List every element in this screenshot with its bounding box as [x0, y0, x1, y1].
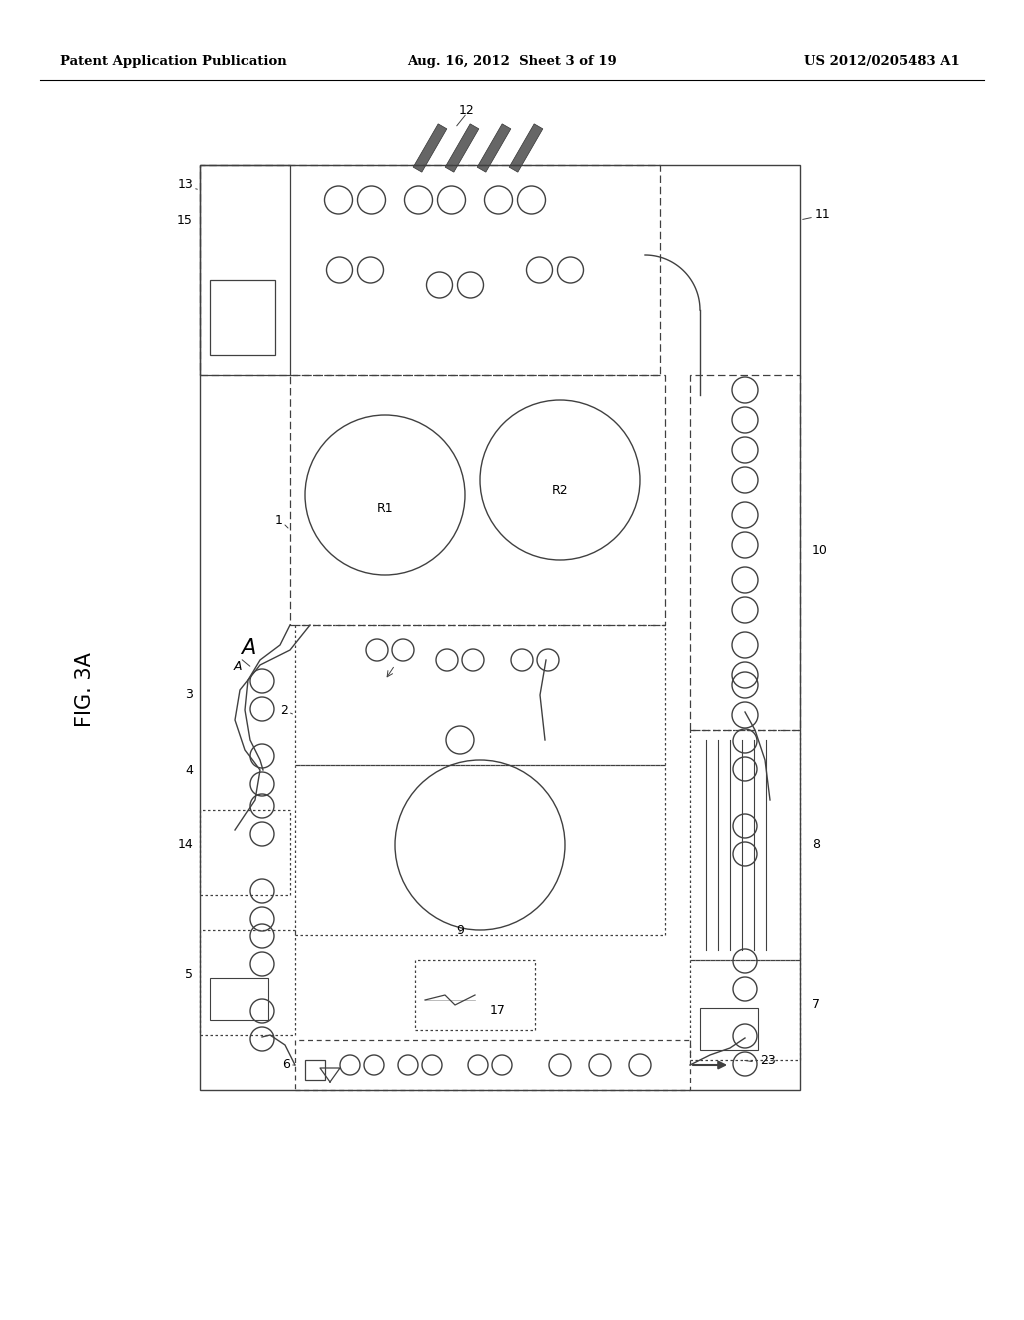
Text: R2: R2	[552, 483, 568, 496]
Bar	[210, 280, 275, 355]
Bar	[295, 1040, 690, 1090]
Bar	[200, 810, 290, 895]
Polygon shape	[413, 124, 446, 172]
Polygon shape	[445, 124, 479, 172]
Bar	[295, 624, 665, 766]
Bar	[200, 165, 800, 1090]
Text: A: A	[233, 660, 243, 672]
Text: 12: 12	[459, 103, 475, 116]
Bar	[690, 960, 800, 1060]
Text: Patent Application Publication: Patent Application Publication	[60, 55, 287, 69]
Bar	[295, 766, 665, 935]
Text: 8: 8	[812, 838, 820, 851]
Text: 4: 4	[185, 763, 193, 776]
Text: 11: 11	[815, 209, 830, 222]
Text: 5: 5	[185, 969, 193, 982]
Text: 7: 7	[812, 998, 820, 1011]
Text: 14: 14	[177, 838, 193, 851]
Text: 10: 10	[812, 544, 827, 557]
Bar	[210, 978, 268, 1020]
Text: A: A	[241, 638, 255, 657]
Text: 15: 15	[177, 214, 193, 227]
Text: 1: 1	[275, 513, 283, 527]
Text: R1: R1	[377, 502, 393, 515]
Bar	[415, 960, 535, 1030]
Bar	[305, 1060, 325, 1080]
Bar	[700, 1008, 758, 1049]
Text: 3: 3	[185, 689, 193, 701]
Text: 13: 13	[177, 178, 193, 191]
Bar	[290, 375, 665, 624]
Bar	[200, 931, 295, 1035]
Text: US 2012/0205483 A1: US 2012/0205483 A1	[804, 55, 961, 69]
Polygon shape	[477, 124, 511, 172]
Text: FIG. 3A: FIG. 3A	[75, 652, 95, 727]
Text: 6: 6	[283, 1059, 290, 1072]
Text: 9: 9	[456, 924, 464, 936]
Text: 2: 2	[281, 704, 288, 717]
Text: Aug. 16, 2012  Sheet 3 of 19: Aug. 16, 2012 Sheet 3 of 19	[408, 55, 616, 69]
Polygon shape	[509, 124, 543, 172]
Bar	[690, 730, 800, 960]
Bar	[200, 165, 290, 375]
Bar	[200, 165, 660, 375]
Bar	[690, 375, 800, 730]
Text: 23: 23	[760, 1053, 776, 1067]
Text: 17: 17	[490, 1003, 506, 1016]
